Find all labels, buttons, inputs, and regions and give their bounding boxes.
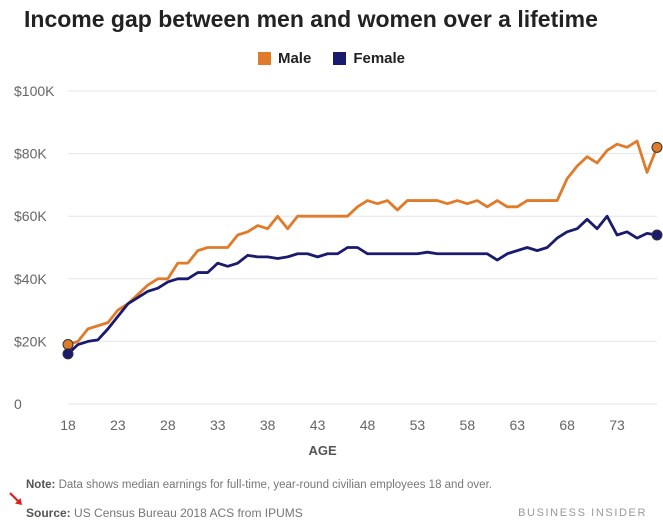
- series-start-point-male: [62, 339, 74, 351]
- source-label: Source:: [26, 506, 71, 520]
- series-line-male: [67, 139, 659, 346]
- legend-item-female: Female: [333, 50, 405, 67]
- x-tick-label: 28: [160, 417, 176, 433]
- brand-logo: BUSINESS INSIDER: [518, 507, 647, 519]
- x-tick-label: 58: [460, 417, 476, 433]
- red-arrow-icon: [9, 492, 22, 505]
- x-tick-label: 63: [509, 417, 525, 433]
- legend-swatch-female: [333, 52, 347, 65]
- series-start-point-female: [62, 348, 74, 360]
- note: Note: Data shows median earnings for ful…: [26, 479, 492, 491]
- x-tick-label: 43: [310, 417, 326, 433]
- series-line-female: [67, 214, 658, 355]
- note-label: Note:: [26, 479, 56, 491]
- y-tick-label: $100K: [14, 83, 55, 99]
- x-axis-label: AGE: [308, 443, 337, 458]
- x-tick-label: 68: [559, 417, 575, 433]
- legend-swatch-male: [257, 52, 271, 65]
- legend: Male Female: [0, 50, 663, 67]
- source: Source: US Census Bureau 2018 ACS from I…: [26, 506, 303, 520]
- series-end-point-male: [651, 141, 663, 153]
- series-end-point-female: [651, 229, 663, 241]
- legend-label-female: Female: [353, 50, 406, 67]
- note-text: Data shows median earnings for full-time…: [55, 479, 492, 491]
- x-tick-label: 33: [210, 417, 226, 433]
- y-tick-label: $20K: [14, 333, 47, 349]
- y-tick-label: $60K: [14, 208, 47, 224]
- x-tick-label: 23: [110, 417, 126, 433]
- y-tick-label: 0: [14, 396, 22, 412]
- x-tick-label: 48: [360, 417, 376, 433]
- source-text: US Census Bureau 2018 ACS from IPUMS: [70, 506, 303, 520]
- legend-label-male: Male: [277, 50, 312, 67]
- x-tick-label: 18: [60, 417, 76, 433]
- y-tick-label: $40K: [14, 271, 47, 287]
- y-tick-label: $80K: [14, 146, 47, 162]
- x-tick-label: 73: [609, 417, 625, 433]
- legend-item-male: Male: [257, 50, 312, 67]
- x-tick-label: 53: [410, 417, 426, 433]
- chart-title: Income gap between men and women over a …: [24, 6, 598, 32]
- x-tick-label: 38: [260, 417, 276, 433]
